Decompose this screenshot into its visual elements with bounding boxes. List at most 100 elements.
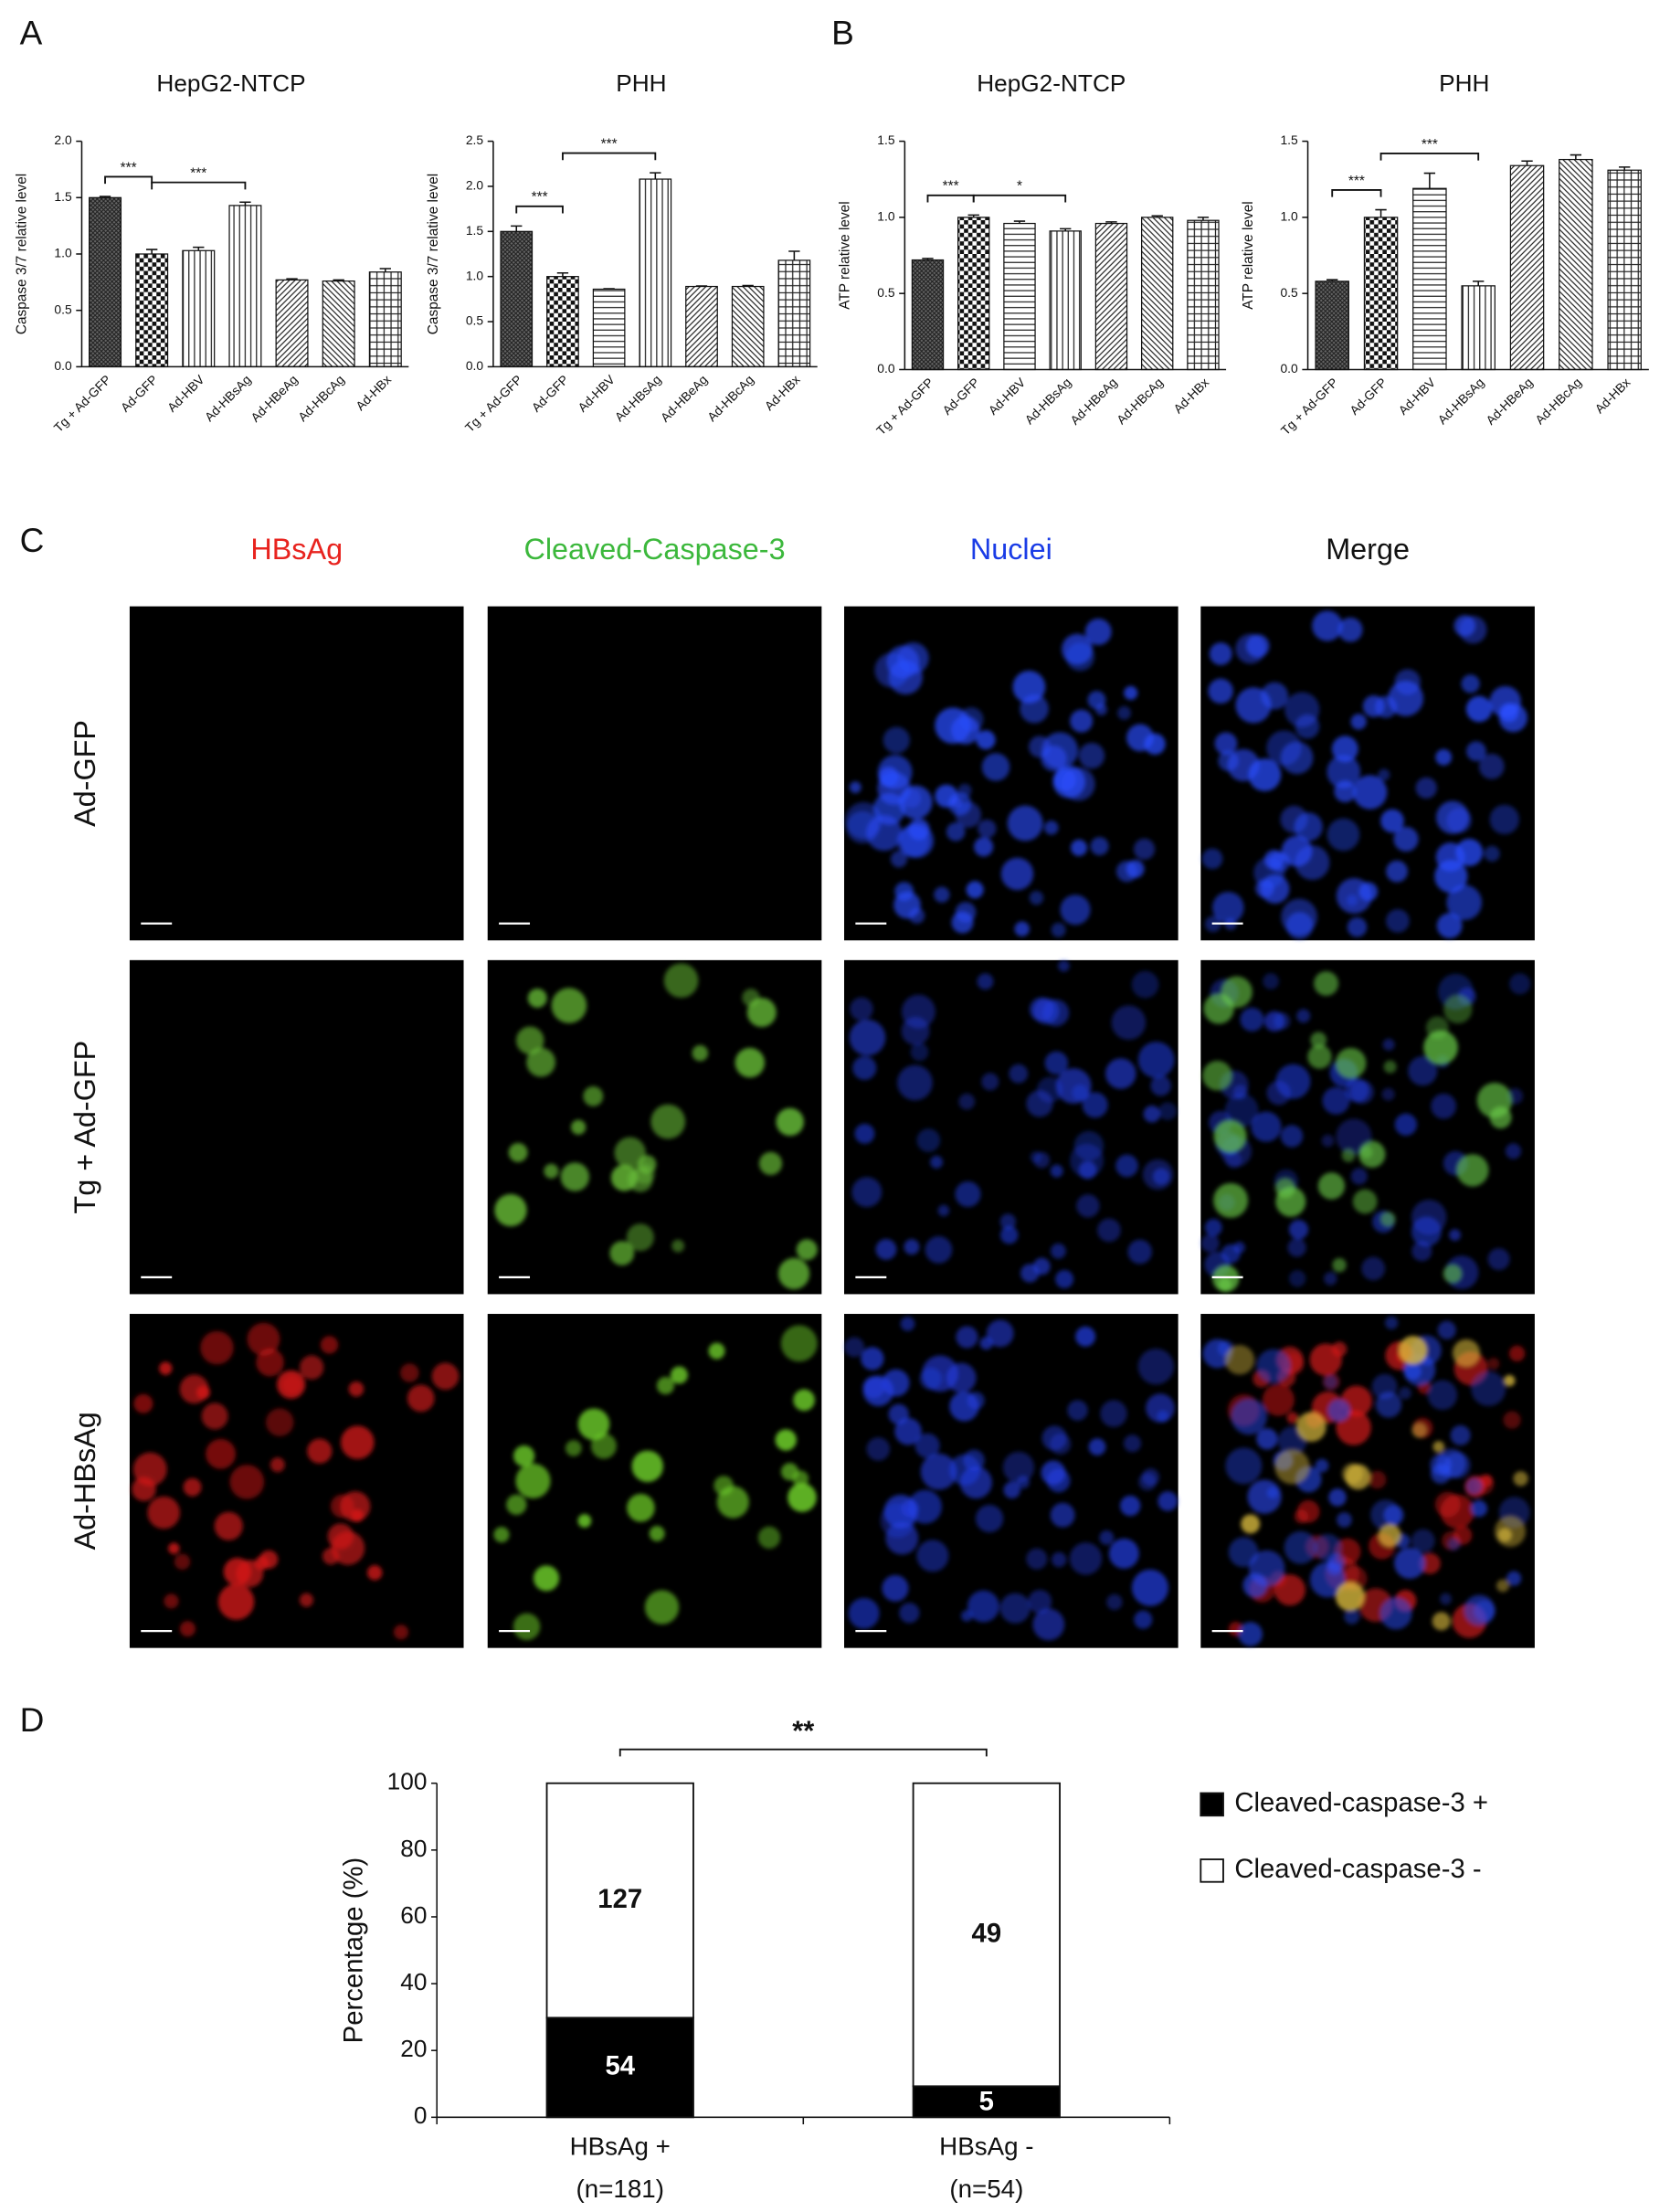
y-axis-label: Caspase 3/7 relative level xyxy=(15,174,30,334)
cell xyxy=(775,1429,797,1451)
cell xyxy=(1358,1140,1386,1169)
cell xyxy=(1284,1530,1317,1564)
cell xyxy=(1266,1487,1279,1499)
bar-segment xyxy=(912,1782,1061,2088)
cell xyxy=(1309,1343,1342,1376)
bar xyxy=(1094,222,1128,371)
cell xyxy=(955,902,977,923)
y-tick-label: 1.5 xyxy=(877,132,895,147)
row-label: Ad-GFP xyxy=(69,720,101,827)
cell xyxy=(1436,913,1463,939)
x-tick-label: Ad-GFP xyxy=(118,372,161,415)
cell xyxy=(320,1336,339,1354)
cell xyxy=(974,837,994,857)
cell xyxy=(966,881,984,899)
cell xyxy=(1255,879,1274,898)
cell xyxy=(1324,1272,1337,1286)
cell xyxy=(1275,1064,1311,1099)
x-tick-label: Ad-HBx xyxy=(1170,375,1211,416)
cell xyxy=(1209,642,1232,665)
cell xyxy=(1071,839,1088,856)
error-bar xyxy=(286,278,298,280)
bar xyxy=(182,249,216,368)
cell xyxy=(407,1384,435,1413)
y-axis-label: Percentage (%) xyxy=(338,1857,368,2044)
cell xyxy=(1055,1068,1092,1104)
x-tick-label: HBsAg + xyxy=(570,2133,671,2161)
x-tick-label: Ad-HBsAg xyxy=(1434,375,1486,427)
x-tick-label: HBsAg - xyxy=(939,2133,1033,2161)
cell xyxy=(179,1621,196,1637)
cell xyxy=(583,1085,604,1106)
cell xyxy=(967,1392,985,1410)
y-axis-label: ATP relative level xyxy=(1241,201,1256,309)
cell xyxy=(1470,1500,1488,1518)
column-title: Cleaved-Caspase-3 xyxy=(523,533,785,566)
error-bar xyxy=(193,246,205,251)
row-label: Ad-HBsAg xyxy=(69,1412,101,1550)
cell xyxy=(1383,1505,1404,1526)
cell xyxy=(1044,1051,1069,1075)
cell xyxy=(716,1486,749,1519)
cell xyxy=(133,1393,153,1413)
cell xyxy=(299,1355,324,1380)
significance-label: *** xyxy=(532,190,548,206)
cell xyxy=(1484,845,1500,863)
segment-count: 127 xyxy=(597,1884,642,1914)
micrograph-cells xyxy=(493,1325,818,1641)
cell xyxy=(270,1457,285,1473)
cell xyxy=(1212,892,1244,924)
cell xyxy=(1380,1212,1396,1227)
cell xyxy=(609,1241,635,1265)
cell xyxy=(565,1440,582,1456)
cell xyxy=(1055,1270,1074,1289)
cell xyxy=(526,1047,556,1077)
cell xyxy=(299,1593,314,1607)
cell xyxy=(1476,1083,1513,1118)
cell xyxy=(331,1530,365,1565)
cell xyxy=(1238,1622,1263,1646)
cell xyxy=(1127,1239,1152,1265)
x-tick-label: Ad-HBcAg xyxy=(1532,375,1584,427)
cell xyxy=(183,1477,202,1497)
cell xyxy=(1134,1610,1153,1629)
error-bar xyxy=(1473,280,1485,286)
cell xyxy=(844,1337,865,1358)
cell xyxy=(1111,1005,1147,1041)
cell xyxy=(900,1317,915,1331)
bar xyxy=(1461,285,1496,371)
cell xyxy=(1072,1085,1089,1101)
cell xyxy=(1317,1172,1346,1200)
cell xyxy=(282,1374,302,1395)
bar xyxy=(592,288,626,368)
chart-title: PHH xyxy=(1439,69,1489,97)
cell xyxy=(1069,1542,1103,1575)
cell xyxy=(1499,703,1519,723)
cell xyxy=(164,1593,179,1609)
error-bar xyxy=(1060,228,1072,231)
cell xyxy=(1131,970,1159,999)
cell xyxy=(1202,1060,1232,1091)
cell xyxy=(1241,1514,1261,1534)
cell xyxy=(1375,1392,1402,1418)
cell xyxy=(1393,826,1419,852)
cell xyxy=(1332,1257,1347,1273)
cell xyxy=(1326,755,1361,789)
x-tick-label: Ad-HBeAg xyxy=(658,372,711,425)
cell xyxy=(627,1493,655,1522)
y-tick-label: 1.0 xyxy=(877,209,895,224)
cell xyxy=(1043,820,1059,835)
cell xyxy=(1447,1538,1461,1551)
x-tick-label: Tg + Ad-GFP xyxy=(462,372,525,435)
cell xyxy=(1358,882,1379,902)
cell xyxy=(527,988,547,1008)
cell xyxy=(590,1433,617,1459)
significance-bracket xyxy=(972,194,1067,203)
cell xyxy=(1137,1042,1175,1078)
cell xyxy=(796,1239,818,1261)
error-bar xyxy=(1105,221,1117,224)
cell xyxy=(1432,1612,1451,1631)
significance-label: *** xyxy=(121,160,137,175)
cell xyxy=(1503,1411,1521,1429)
cell xyxy=(644,1590,680,1625)
